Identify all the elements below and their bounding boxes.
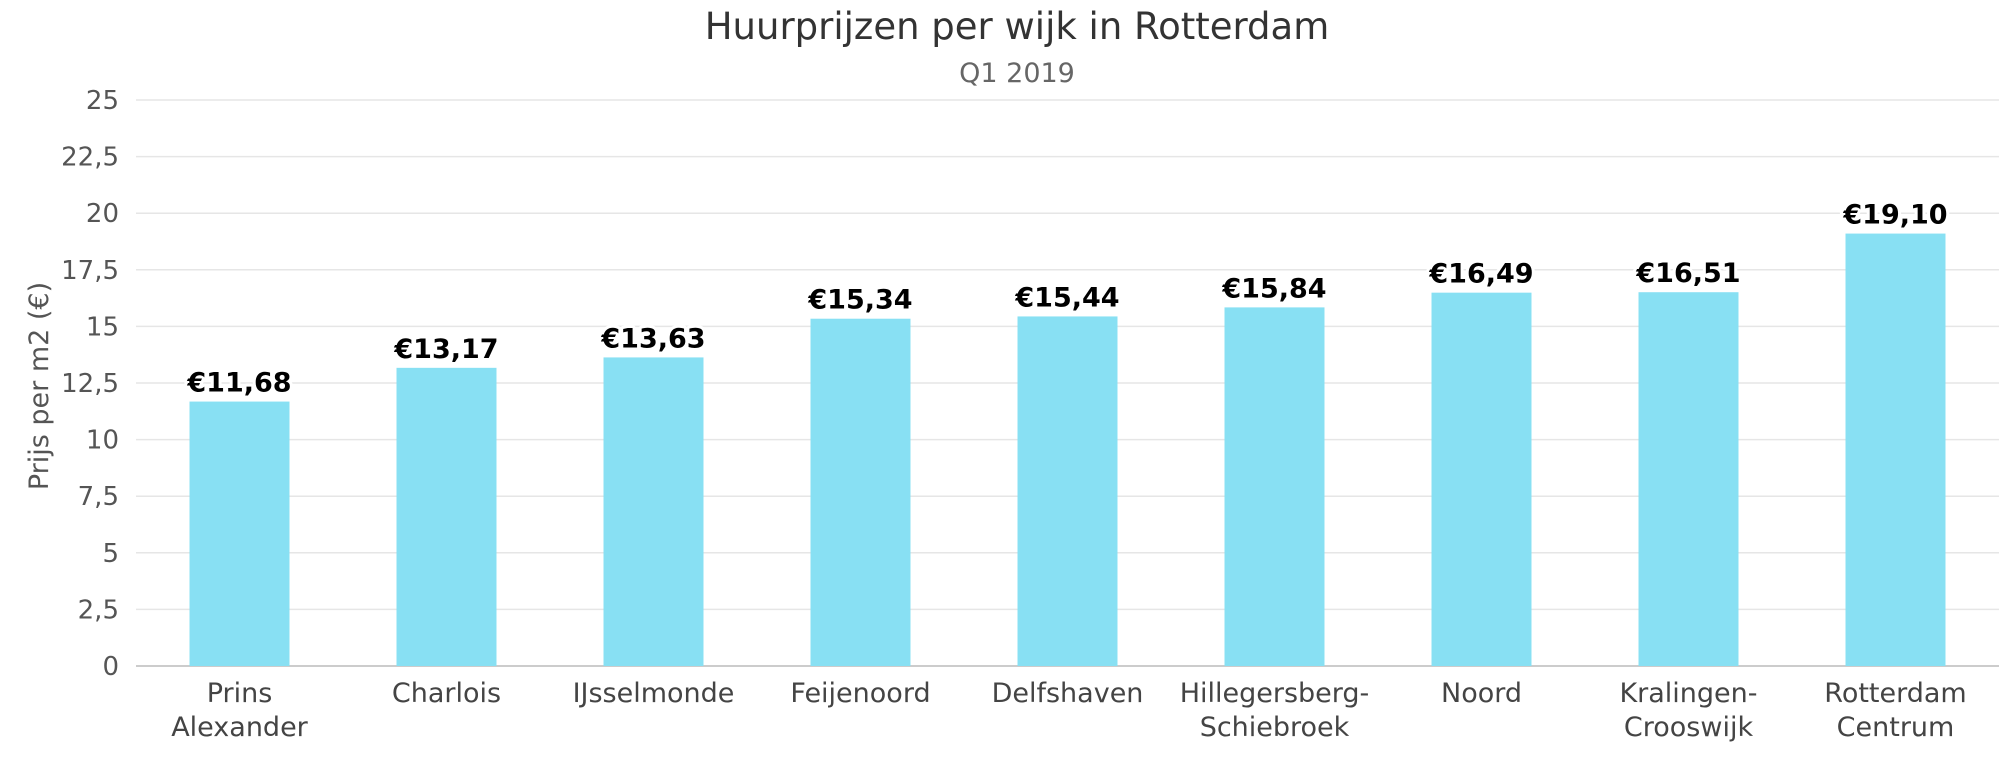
y-tick-label: 5 xyxy=(102,539,119,569)
y-tick-label: 0 xyxy=(102,652,119,682)
bar[interactable] xyxy=(1431,292,1532,666)
bar[interactable] xyxy=(1224,307,1325,666)
x-tick-label: Kralingen-Crooswijk xyxy=(1619,678,1757,743)
chart-subtitle: Q1 2019 xyxy=(959,58,1075,89)
data-label: €15,34 xyxy=(807,285,912,316)
chart-title: Huurprijzen per wijk in Rotterdam xyxy=(705,5,1330,48)
y-tick-label: 15 xyxy=(86,312,119,342)
x-tick-label: Rotterdam Centrum xyxy=(1824,678,1966,743)
data-label: €15,84 xyxy=(1221,273,1326,304)
y-tick-label: 20 xyxy=(86,199,119,229)
x-tick-label: Prins Alexander xyxy=(171,678,308,743)
x-tick-label: Delfshaven xyxy=(992,678,1144,709)
bar[interactable] xyxy=(396,367,497,666)
data-label: €11,68 xyxy=(186,368,291,399)
y-tick-label: 22,5 xyxy=(61,143,119,173)
bar[interactable] xyxy=(189,401,290,666)
y-tick-label: 25 xyxy=(86,86,119,116)
bar[interactable] xyxy=(810,318,911,666)
bar[interactable] xyxy=(1017,316,1118,666)
bar[interactable] xyxy=(1638,292,1739,666)
bars xyxy=(189,233,1946,667)
x-tick-label: Noord xyxy=(1441,678,1522,709)
data-label: €16,49 xyxy=(1428,259,1533,290)
y-tick-label: 7,5 xyxy=(78,482,119,512)
data-label: €16,51 xyxy=(1635,258,1740,289)
y-tick-label: 17,5 xyxy=(61,256,119,286)
data-label: €13,63 xyxy=(600,323,705,354)
y-tick-label: 10 xyxy=(86,426,119,456)
data-label: €13,17 xyxy=(393,334,498,365)
y-axis-ticks: 0 2,5 5 7,5 10 12,5 15 17,5 20 22,5 25 xyxy=(61,86,119,682)
x-tick-label: Charlois xyxy=(392,678,501,709)
data-labels: €11,68 €13,17 €13,63 €15,34 €15,44 €15,84 €16,… xyxy=(183,197,1950,402)
x-tick-label: Feijenoord xyxy=(790,678,930,709)
x-tick-label: IJsselmonde xyxy=(573,678,735,709)
y-tick-label: 2,5 xyxy=(78,595,119,625)
bar[interactable] xyxy=(603,357,704,666)
data-label: €19,10 xyxy=(1842,200,1947,231)
bar[interactable] xyxy=(1845,233,1946,667)
y-axis-title: Prijs per m2 (€) xyxy=(24,282,55,490)
data-label: €15,44 xyxy=(1014,282,1119,313)
x-axis-ticks: Prins Alexander Charlois IJsselmonde Feijeno… xyxy=(171,678,1967,743)
y-tick-label: 12,5 xyxy=(61,369,119,399)
x-tick-label: Hillegersberg-Schiebroek xyxy=(1180,678,1370,743)
